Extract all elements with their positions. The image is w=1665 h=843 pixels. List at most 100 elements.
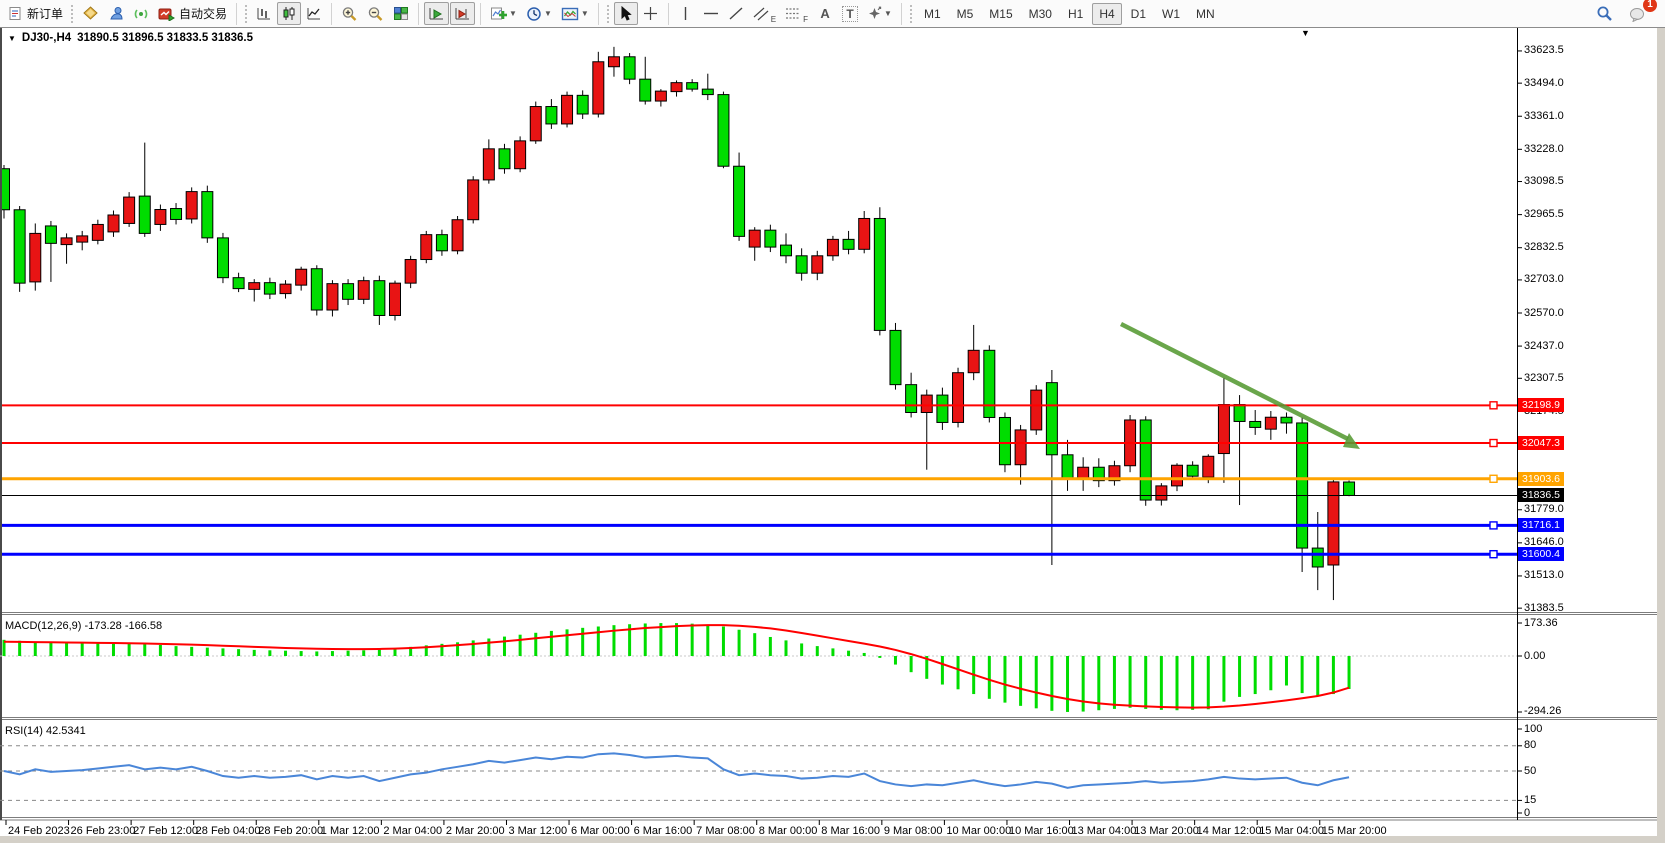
candle: [561, 94, 574, 125]
candle: [529, 106, 542, 142]
timeframe-button-m1[interactable]: M1: [923, 6, 941, 21]
timeframe-button-h1[interactable]: H1: [1067, 6, 1084, 21]
notifications-icon: [1630, 7, 1644, 22]
time-axis-label: 10 Mar 16:00: [1008, 825, 1074, 837]
candle: [76, 235, 89, 243]
crosshair-tool-button[interactable]: [639, 2, 663, 25]
price-tick-label: 31779.0: [1524, 503, 1564, 516]
market-watch-button[interactable]: [104, 2, 128, 25]
trend-arrow-head[interactable]: [1343, 433, 1360, 449]
horizontal-line-icon: [703, 12, 718, 15]
candle: [342, 283, 355, 300]
timeframe-button-m30[interactable]: M30: [1028, 6, 1052, 21]
line-handle[interactable]: [1489, 401, 1498, 410]
text-tool-button[interactable]: A: [813, 2, 837, 25]
toolbar-separator: [597, 2, 599, 25]
window-right-edge: [1657, 28, 1665, 843]
time-axis-label: 28 Feb 20:00: [258, 825, 324, 837]
cursor-tool-button[interactable]: [613, 2, 638, 25]
candle: [920, 394, 933, 414]
price-tick-label: 33623.5: [1524, 44, 1564, 57]
tile-windows-button[interactable]: [389, 2, 413, 25]
autotrading-button[interactable]: 自动交易: [154, 2, 231, 25]
timeframe-button-mn[interactable]: MN: [1196, 6, 1215, 21]
vertical-line-tool-button[interactable]: [674, 2, 698, 25]
time-axis-label: 9 Mar 08:00: [883, 825, 943, 837]
candle: [1296, 422, 1309, 549]
timeframe-button-w1[interactable]: W1: [1162, 6, 1181, 21]
rsi-tick-label: 80: [1524, 739, 1537, 752]
text-label-tool-button[interactable]: T: [838, 2, 862, 25]
price-tick-label: 33361.0: [1524, 109, 1564, 122]
search-button[interactable]: [1592, 2, 1617, 25]
candle: [764, 229, 777, 248]
chart-corner-marker-icon[interactable]: ▼: [1301, 28, 1310, 38]
candle: [138, 195, 151, 234]
candle: [1077, 466, 1090, 479]
autotrading-label: 自动交易: [179, 7, 228, 21]
time-axis-label: 26 Feb 23:00: [70, 825, 136, 837]
line-handle[interactable]: [1489, 438, 1498, 448]
price-tick-label: 33098.5: [1524, 175, 1564, 188]
periods-button[interactable]: ▼: [522, 2, 556, 25]
profiles-button[interactable]: [78, 2, 103, 25]
indicators-button[interactable]: ▼: [486, 2, 521, 25]
trendline-tool-button[interactable]: [724, 2, 748, 25]
price-tick-label: 31513.0: [1524, 569, 1564, 582]
chart-shift-button[interactable]: [450, 2, 476, 25]
candle: [639, 78, 652, 102]
chart-menu-icon[interactable]: ▼: [8, 33, 16, 43]
equidistant-channel-tool-button[interactable]: E: [749, 2, 780, 25]
toolbar-grip: [245, 4, 248, 23]
candle: [952, 372, 965, 423]
line-handle[interactable]: [1489, 521, 1498, 530]
new-order-button[interactable]: 新订单: [4, 2, 67, 25]
candle: [1014, 429, 1027, 466]
arrows-tool-button[interactable]: ▼: [863, 2, 896, 25]
price-tick-label: 33494.0: [1524, 76, 1564, 89]
price-tick-label: 32703.0: [1524, 273, 1564, 286]
price-level-badge: 32047.3: [1518, 436, 1564, 451]
line-chart-button[interactable]: [302, 2, 326, 25]
candle: [717, 94, 730, 167]
time-axis-label: 7 Mar 08:00: [696, 825, 755, 837]
line-handle[interactable]: [1489, 474, 1498, 483]
macd-signal-line: [3, 624, 1350, 709]
zoom-in-button[interactable]: [337, 2, 362, 25]
candle: [482, 148, 495, 181]
candle: [1343, 481, 1356, 496]
candle: [1217, 404, 1230, 455]
auto-scroll-button[interactable]: [424, 2, 450, 25]
fibonacci-letter: F: [803, 15, 809, 24]
chart-canvas[interactable]: [0, 28, 1665, 843]
trend-arrow-line[interactable]: [1119, 321, 1350, 442]
candle: [701, 88, 714, 96]
candle: [998, 416, 1011, 466]
candle: [279, 283, 292, 295]
line-handle[interactable]: [1489, 549, 1498, 559]
candle: [13, 209, 26, 284]
signals-button[interactable]: [129, 2, 153, 25]
candle: [44, 225, 57, 244]
timeframe-button-d1[interactable]: D1: [1130, 6, 1147, 21]
candle: [795, 255, 808, 274]
templates-button[interactable]: ▼: [557, 2, 593, 25]
candle: [263, 282, 276, 295]
zoom-out-icon: [368, 6, 383, 21]
candle: [1061, 454, 1074, 479]
price-tick-label: 32832.5: [1524, 241, 1564, 254]
timeframe-button-h4[interactable]: H4: [1092, 2, 1122, 25]
bar-chart-button[interactable]: [252, 2, 276, 25]
notifications-button[interactable]: 1: [1625, 0, 1657, 25]
timeframe-button-m5[interactable]: M5: [956, 6, 974, 21]
fibonacci-icon: [786, 8, 800, 19]
chart-ohlc-values: 31890.5 31896.5 31833.5 31836.5: [77, 32, 254, 44]
timeframe-button-m15[interactable]: M15: [989, 6, 1013, 21]
chart-window[interactable]: ▼ DJ30-,H4 31890.5 31896.5 31833.5 31836…: [0, 28, 1665, 843]
horizontal-line-tool-button[interactable]: [699, 2, 723, 25]
candlestick-chart-button[interactable]: [277, 2, 302, 25]
fibonacci-tool-button[interactable]: F: [781, 2, 812, 25]
zoom-out-button[interactable]: [363, 2, 388, 25]
arrows-tool-icon: [869, 6, 882, 19]
candle: [811, 255, 824, 274]
